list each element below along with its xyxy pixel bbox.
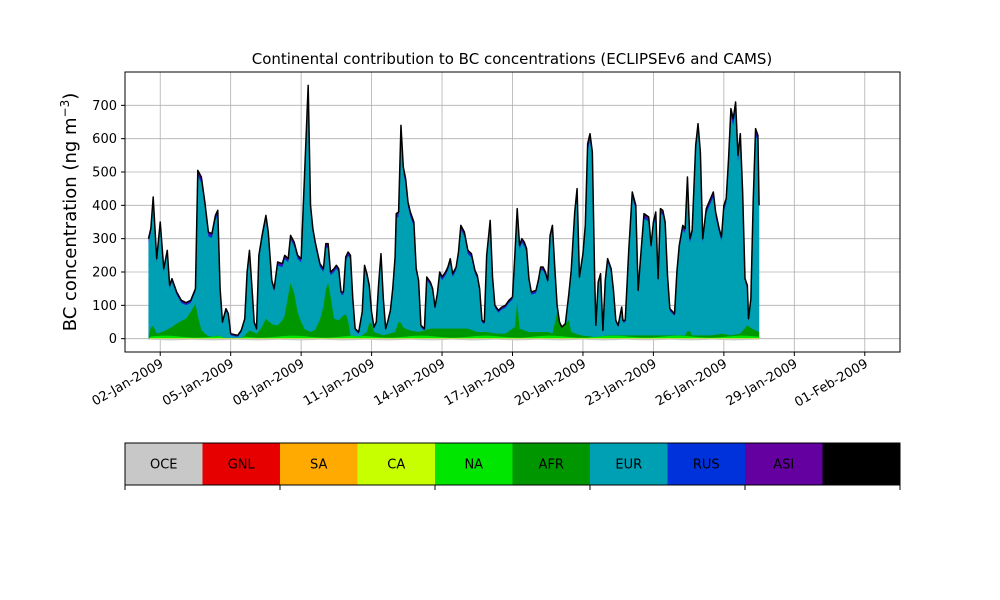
x-tick-label: 20-Jan-2009	[512, 356, 589, 409]
colorbar-label: EUR	[615, 458, 642, 473]
area-eur	[148, 93, 760, 339]
colorbar-label: OCE	[150, 458, 178, 473]
area-na	[148, 335, 760, 339]
stacked-areas	[147, 84, 760, 341]
x-tick-label: 29-Jan-2009	[724, 356, 801, 409]
colorbar-swatch	[822, 443, 901, 485]
colorbar-label: NA	[464, 458, 483, 473]
x-tick-label: 08-Jan-2009	[231, 356, 308, 409]
colorbar-label: SA	[310, 458, 327, 473]
area-ca	[148, 338, 760, 339]
y-tick-label: 0	[109, 332, 117, 347]
colorbar-swatch	[202, 443, 281, 485]
y-tick-label: 400	[92, 199, 117, 214]
colorbar-label: RUS	[693, 458, 720, 473]
x-tick-label: 01-Feb-2009	[792, 356, 871, 410]
colorbar-label: AUS	[848, 458, 875, 473]
colorbar-swatch	[667, 443, 746, 485]
y-tick-label: 100	[92, 299, 117, 314]
y-axis-label: BC concentration (ng m−3)	[58, 93, 81, 332]
colorbar-label: ASI	[773, 458, 794, 473]
y-axis-label-superscript: −3	[58, 100, 72, 118]
colorbar-swatch	[435, 443, 513, 485]
x-tick-label: 23-Jan-2009	[583, 356, 660, 409]
x-tick-label: 17-Jan-2009	[442, 356, 519, 409]
y-tick-label: 300	[92, 232, 117, 247]
colorbar-swatch	[745, 443, 823, 485]
colorbar-swatch	[280, 443, 358, 485]
colorbar-label: AFR	[539, 458, 564, 473]
colorbar-swatch	[125, 443, 203, 485]
series-total-line	[147, 84, 760, 337]
x-tick-label: 14-Jan-2009	[371, 356, 448, 409]
x-tick-label: 05-Jan-2009	[160, 356, 237, 409]
colorbar-swatch	[590, 443, 668, 485]
area-oce	[148, 338, 760, 341]
colorbar-legend: OCE GNL SA CA NA AFR EUR RUS ASI AUS	[124, 442, 901, 490]
y-tick-label: 500	[92, 166, 117, 181]
colorbar-swatch	[357, 443, 436, 485]
y-axis-label-text: BC concentration (ng m	[60, 117, 81, 331]
colorbar-label: GNL	[228, 458, 256, 473]
chart-title: Continental contribution to BC concentra…	[252, 50, 773, 68]
x-tick-label: 02-Jan-2009	[90, 356, 167, 409]
y-tick-label: 700	[92, 99, 117, 114]
y-axis-label-close: )	[60, 93, 81, 100]
y-tick-label: 200	[92, 266, 117, 281]
x-tick-label: 11-Jan-2009	[301, 356, 378, 409]
colorbar-swatch	[512, 443, 591, 485]
y-tick-label: 600	[92, 132, 117, 147]
area-afr	[148, 282, 760, 339]
colorbar-frame	[124, 442, 901, 486]
colorbar-label: CA	[387, 458, 405, 473]
x-tick-label: 26-Jan-2009	[653, 356, 730, 409]
